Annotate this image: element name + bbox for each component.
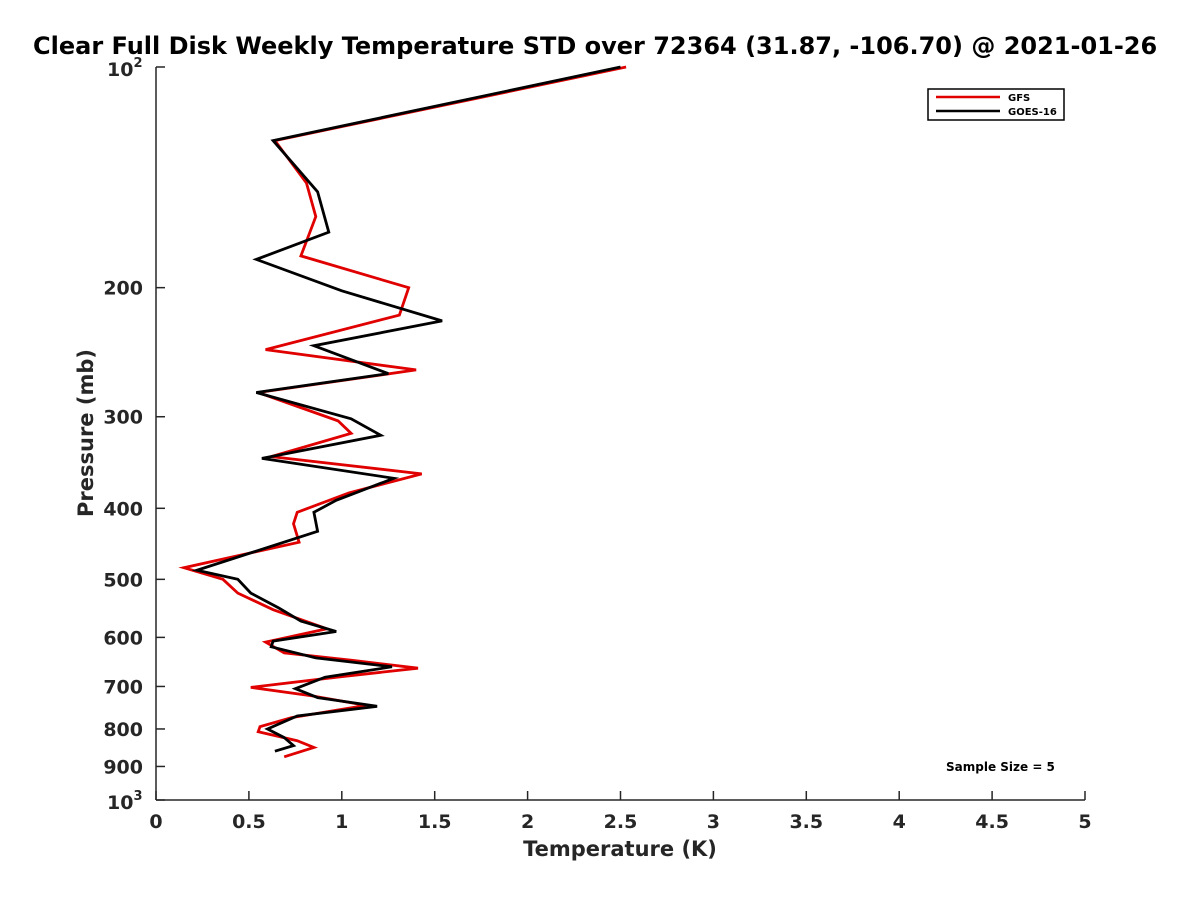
y-tick-label: 103 xyxy=(107,789,143,814)
legend-box xyxy=(927,88,1065,121)
legend-label-goes16: GOES-16 xyxy=(1008,107,1057,118)
y-tick-label: 500 xyxy=(103,569,143,591)
x-axis-label: Temperature (K) xyxy=(523,837,717,861)
legend: GFS GOES-16 xyxy=(927,88,1065,121)
x-tick-label: 2.5 xyxy=(604,811,638,833)
y-tick-label: 900 xyxy=(103,756,143,778)
y-tick-label: 300 xyxy=(103,407,143,429)
legend-label-gfs: GFS xyxy=(1008,93,1030,104)
y-tick-label: 800 xyxy=(103,719,143,741)
x-tick-label: 1 xyxy=(335,811,348,833)
y-tick-label: 200 xyxy=(103,278,143,300)
x-ticks: 0 0.5 1 1.5 2 2.5 3 3.5 4 4.5 5 xyxy=(149,791,1092,833)
series-line-gfs xyxy=(178,65,627,759)
x-tick-label: 4 xyxy=(893,811,906,833)
x-tick-label: 5 xyxy=(1078,811,1091,833)
chart-title: Clear Full Disk Weekly Temperature STD o… xyxy=(33,32,1157,60)
y-tick-exponent: 2 xyxy=(133,56,142,71)
sample-size-annotation: Sample Size = 5 xyxy=(946,760,1055,774)
y-tick-label: 400 xyxy=(103,498,143,520)
y-tick-base: 10 xyxy=(107,792,133,814)
x-tick-label: 0 xyxy=(149,811,162,833)
y-axis-label: Pressure (mb) xyxy=(74,349,98,517)
x-tick-label: 3 xyxy=(707,811,720,833)
series-line-goes16 xyxy=(191,65,621,753)
x-tick-label: 0.5 xyxy=(232,811,266,833)
x-tick-label: 1.5 xyxy=(418,811,452,833)
y-tick-exponent: 3 xyxy=(133,789,142,804)
y-tick-label: 102 xyxy=(107,56,143,81)
y-tick-label: 600 xyxy=(103,627,143,649)
y-tick-label: 700 xyxy=(103,676,143,698)
x-tick-label: 4.5 xyxy=(975,811,1009,833)
x-tick-label: 3.5 xyxy=(789,811,823,833)
series-layer xyxy=(178,65,627,759)
y-tick-base: 10 xyxy=(107,59,133,81)
x-tick-label: 2 xyxy=(521,811,534,833)
